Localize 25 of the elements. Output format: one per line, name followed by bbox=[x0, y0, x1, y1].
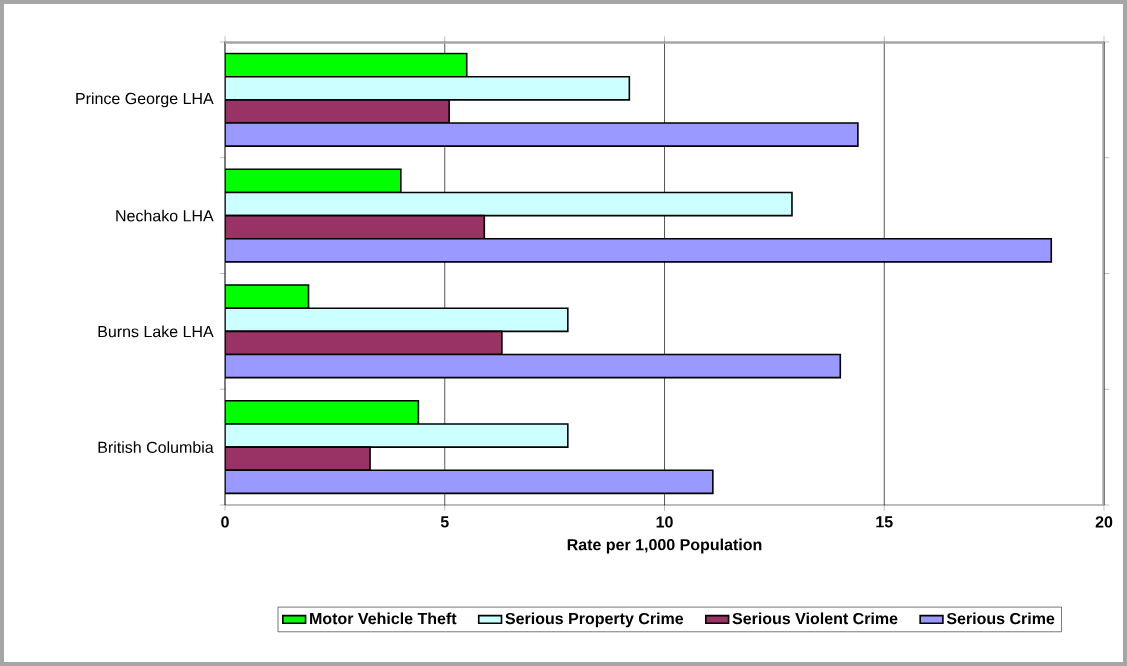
x-tick-label: 5 bbox=[440, 516, 449, 528]
x-tick-label: 10 bbox=[656, 516, 673, 528]
y-tick-label: Burns Lake LHA bbox=[98, 325, 214, 338]
bar bbox=[225, 423, 569, 448]
bar bbox=[225, 353, 842, 379]
legend-label: Serious Violent Crime bbox=[732, 612, 898, 625]
bar bbox=[225, 122, 859, 147]
legend-label: Motor Vehicle Theft bbox=[310, 612, 457, 625]
bar bbox=[225, 400, 420, 425]
bar bbox=[225, 237, 1053, 263]
bar bbox=[225, 469, 714, 495]
legend-label: Serious Property Crime bbox=[505, 612, 684, 628]
y-tick-label: Prince George LHA bbox=[76, 92, 214, 108]
bar bbox=[225, 52, 468, 78]
legend-label: Serious Crime bbox=[946, 612, 1055, 625]
bar bbox=[225, 191, 793, 217]
x-tick-label: 15 bbox=[876, 516, 893, 528]
bar bbox=[225, 75, 631, 101]
x-axis-title: Rate per 1,000 Population bbox=[567, 538, 762, 554]
x-tick-label: 0 bbox=[221, 516, 229, 528]
y-tick-label: British Columbia bbox=[98, 441, 214, 453]
bar bbox=[225, 168, 402, 194]
x-tick-label: 20 bbox=[1095, 516, 1113, 528]
y-tick-label: Nechako LHA bbox=[116, 209, 214, 222]
bar bbox=[225, 307, 569, 333]
